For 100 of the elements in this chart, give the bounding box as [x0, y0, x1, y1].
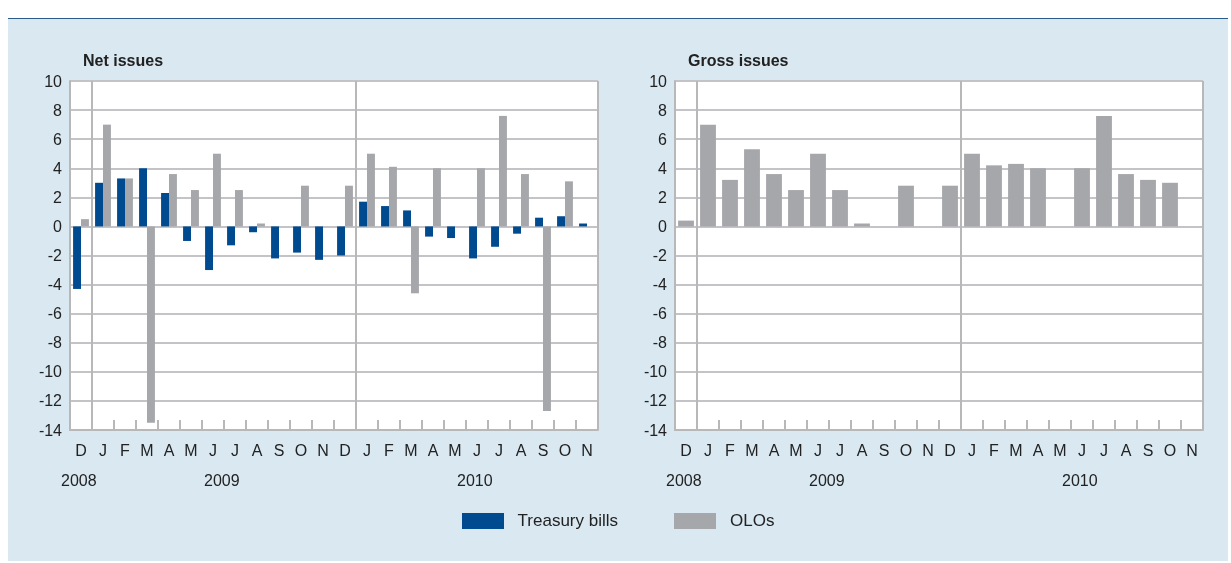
bar [81, 219, 89, 227]
x-tick-label: S [537, 441, 549, 459]
x-tick-label: A [515, 441, 527, 459]
x-tick-label: N [581, 441, 593, 459]
x-tick-label: J [836, 441, 844, 459]
y-tick-label: 0 [53, 217, 63, 235]
x-tick-label: F [120, 441, 131, 459]
bar [213, 153, 221, 227]
y-tick-label: -4 [47, 276, 63, 294]
x-tick-label: J [99, 441, 107, 459]
bar [389, 166, 397, 227]
bar [722, 179, 738, 227]
y-tick-label: -6 [652, 305, 668, 323]
y-tick-label: -14 [643, 421, 668, 439]
x-tick-label: M [1053, 441, 1067, 459]
x-tick-label: M [184, 441, 198, 459]
x-tick-label: D [944, 441, 956, 459]
bar [425, 226, 433, 237]
x-tick-label: J [968, 441, 976, 459]
bar [766, 174, 782, 227]
y-tick-label: 8 [658, 101, 668, 119]
bar [521, 174, 529, 227]
bar [301, 185, 309, 227]
legend-label: OLOs [730, 511, 775, 531]
bar [499, 115, 507, 227]
bar [557, 216, 565, 227]
bar [161, 192, 169, 227]
x-tick-label: J [363, 441, 371, 459]
bar [700, 124, 716, 227]
bar [315, 226, 323, 260]
chart-title: Gross issues [688, 51, 789, 69]
bar [271, 226, 279, 259]
bar [169, 174, 177, 227]
text: 2008 [61, 471, 97, 489]
x-tick-label: O [1163, 441, 1177, 459]
bar [183, 226, 191, 241]
y-tick-label: -12 [643, 392, 668, 410]
x-tick-label: A [1032, 441, 1044, 459]
x-tick-label: A [856, 441, 868, 459]
x-tick-label: S [273, 441, 285, 459]
bar [535, 217, 543, 227]
bar [1162, 182, 1178, 227]
bar [381, 206, 389, 227]
text: 2009 [809, 471, 845, 489]
x-tick-label: M [448, 441, 462, 459]
x-tick-label: J [473, 441, 481, 459]
bar [491, 226, 499, 247]
bar [942, 185, 958, 227]
bar [1096, 115, 1112, 227]
bar [447, 226, 455, 239]
y-tick-label: -10 [643, 363, 668, 381]
bar [810, 153, 826, 227]
y-tick-label: -2 [47, 247, 63, 264]
x-tick-label: O [558, 441, 572, 459]
x-tick-label: M [404, 441, 418, 459]
x-tick-label: J [1078, 441, 1086, 459]
bar [235, 190, 243, 227]
y-tick-label: 6 [53, 130, 63, 148]
x-tick-label: S [1142, 441, 1154, 459]
x-tick-label: A [163, 441, 175, 459]
y-tick-label: 4 [658, 159, 668, 177]
x-tick-label: F [384, 441, 395, 459]
x-tick-label: A [1120, 441, 1132, 459]
x-tick-label: J [495, 441, 503, 459]
bar [513, 226, 521, 234]
x-tick-label: A [427, 441, 439, 459]
bar [73, 226, 81, 289]
bar [293, 226, 301, 253]
y-tick-label: 2 [53, 188, 63, 206]
x-tick-label: M [1009, 441, 1023, 459]
y-tick-label: -10 [38, 363, 63, 381]
bar [117, 178, 125, 227]
x-tick-label: N [1186, 441, 1198, 459]
x-tick-label: J [231, 441, 239, 459]
y-tick-label: 4 [53, 159, 63, 177]
bar [565, 181, 573, 227]
chart-title: Net issues [83, 51, 164, 69]
bar [986, 165, 1002, 227]
bar [337, 226, 345, 256]
x-tick-label: F [989, 441, 1000, 459]
x-tick-label: M [789, 441, 803, 459]
text: 2008 [666, 471, 702, 489]
x-tick-label: M [745, 441, 759, 459]
y-tick-label: 10 [649, 72, 668, 90]
bar [898, 185, 914, 227]
y-tick-label: -12 [38, 392, 63, 410]
y-tick-label: -8 [47, 334, 63, 352]
x-tick-label: N [317, 441, 329, 459]
bar [345, 185, 353, 227]
bar [469, 226, 477, 259]
y-tick-label: 0 [658, 217, 668, 235]
bar [744, 149, 760, 227]
bar [125, 178, 133, 227]
bar [403, 210, 411, 227]
x-tick-label: D [339, 441, 351, 459]
text: 2009 [204, 471, 240, 489]
bar [543, 226, 551, 412]
x-tick-label: D [680, 441, 692, 459]
bar [1008, 163, 1024, 227]
bar [359, 201, 367, 227]
